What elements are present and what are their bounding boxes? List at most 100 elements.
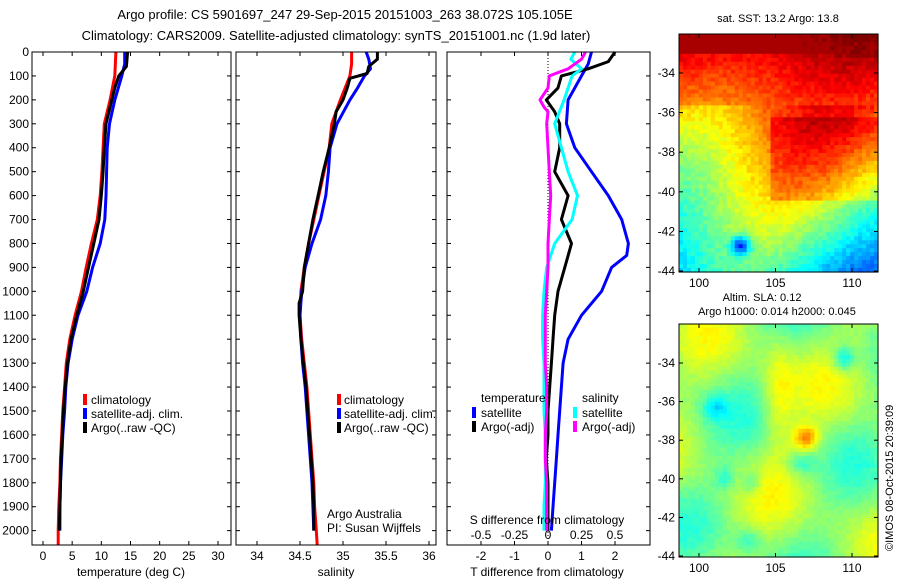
sla-cell [762,417,768,422]
sst-cell [786,125,792,130]
sla-cell [830,405,835,411]
sst-cell [714,212,720,218]
sla-cell [734,362,740,368]
sla-cell [806,327,811,333]
sst-cell [818,168,823,174]
sst-cell [814,69,819,75]
sla-cell [726,436,732,442]
ytick-label: 700 [9,213,29,227]
legend-swatch-s-argo [573,421,577,432]
sst-cell [726,200,732,206]
sst-cell [770,49,776,55]
sla-cell [826,444,831,449]
sla-cell [762,436,768,442]
sst-cell [846,176,851,182]
sst-cell [826,228,831,233]
sst-cell [686,113,692,118]
sst-cell [690,85,696,91]
sla-cell [850,339,855,345]
sla-cell [814,347,819,352]
sst-cell [742,192,748,198]
sst-cell [850,57,855,63]
sla-cell [770,378,776,383]
sla-cell [814,424,819,430]
sla-cell [858,351,863,356]
sla-cell [746,339,752,345]
sst-cell [798,248,803,253]
sst-cell [698,172,704,178]
sla-cell [714,405,720,411]
sla-cell [818,331,823,337]
sst-cell [714,256,720,261]
sla-cell [710,432,716,438]
sst-cell [694,156,700,162]
sst-cell [694,180,700,186]
sla-cell [858,366,863,372]
sla-cell [846,409,851,414]
sst-cell [679,220,684,225]
sla-cell [766,362,772,368]
sst-cell [790,125,796,130]
sst-cell [722,53,728,59]
ytick-label: 400 [9,141,29,155]
sla-cell [846,401,851,407]
sst-cell [806,212,811,218]
sst-cell [798,65,803,71]
xtick-label: -2 [476,549,487,563]
sst-cell [690,244,696,249]
sst-cell [734,81,740,87]
sst-cell [686,228,692,233]
sla-cell [679,327,684,333]
sst-cell [770,248,776,253]
sla-cell [858,444,863,449]
sst-cell [738,168,744,174]
sla-cell [822,362,827,368]
sla-cell [818,362,823,368]
sla-cell [682,355,688,360]
sst-cell [774,145,780,150]
sla-cell [742,358,748,364]
sst-cell [682,105,688,110]
sst-cell [778,232,784,237]
sla-cell [746,413,752,418]
sst-cell [702,168,708,174]
sla-cell [718,335,724,341]
xtick-label: 0 [545,549,552,563]
sst-cell [762,200,768,206]
sla-cell [730,355,736,360]
sst-cell [866,145,871,150]
sst-cell [762,137,768,142]
sla-cell [742,444,748,449]
sst-cell [686,200,692,206]
sst-cell [686,149,692,154]
sst-cell [702,57,708,63]
sst-cell [826,149,831,154]
sla-cell [722,444,728,449]
sla-cell [794,432,799,438]
sla-cell [686,448,692,453]
sst-cell [830,81,835,87]
sla-cell [842,386,847,391]
sst-cell [754,125,760,130]
sst-cell [746,77,752,83]
sst-cell [790,172,796,178]
sst-cell [718,153,724,158]
sst-cell [754,268,760,273]
sst-cell [806,73,811,79]
sst-cell [722,244,728,249]
sst-cell [782,216,788,222]
sst-cell [810,153,815,158]
sla-cell [758,413,764,418]
sla-cell [874,382,879,387]
sst-cell [710,129,716,134]
sst-cell [814,41,819,47]
sla-cell [730,417,736,422]
sst-cell [766,93,772,99]
sst-cell [690,176,696,182]
sla-cell [758,351,764,356]
sla-cell [862,339,867,345]
sst-cell [679,101,684,106]
sst-cell [698,37,704,43]
sst-cell [710,145,716,150]
sst-cell [730,228,736,233]
